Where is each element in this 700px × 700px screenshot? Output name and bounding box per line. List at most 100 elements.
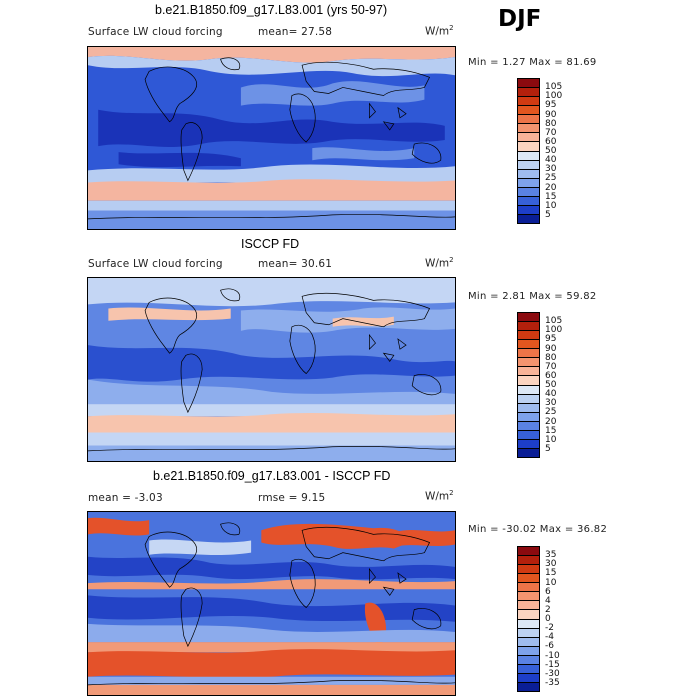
colorbar-swatch — [518, 412, 539, 422]
colorbar-swatch — [518, 439, 539, 449]
mean-value: mean= 27.58 — [258, 26, 333, 38]
colorbar-swatch — [518, 619, 539, 629]
colorbar-swatch — [518, 376, 539, 386]
colorbar-swatch — [518, 124, 539, 134]
colorbar-tick-label: 4 — [545, 595, 551, 606]
colorbar-swatch — [518, 196, 539, 206]
colorbar-swatch — [518, 421, 539, 431]
units-label: W/m2 — [425, 24, 454, 38]
colorbar-swatch — [518, 673, 539, 683]
colorbar-tick-label: 40 — [545, 155, 557, 166]
colorbar-swatch — [518, 151, 539, 161]
colorbar-tick-label: 70 — [545, 127, 557, 138]
colorbar-swatch — [518, 385, 539, 395]
colorbar-obs — [517, 312, 540, 458]
colorbar-swatch — [518, 214, 539, 223]
colorbar-swatch — [518, 565, 539, 575]
colorbar-tick-label: 35 — [545, 550, 557, 561]
colorbar-swatch — [518, 205, 539, 215]
colorbar-swatch — [518, 574, 539, 584]
colorbar-swatch — [518, 646, 539, 656]
colorbar-tick-label: 25 — [545, 407, 557, 418]
mean-value: mean = -3.03 — [88, 492, 163, 504]
colorbar-swatch — [518, 187, 539, 197]
units-label: W/m2 — [425, 256, 454, 270]
colorbar-swatch — [518, 448, 539, 457]
colorbar-tick-label: 100 — [545, 325, 563, 336]
colorbar-swatch — [518, 394, 539, 404]
map-difference — [87, 511, 456, 696]
colorbar-tick-label: 2 — [545, 604, 551, 615]
colorbar-tick-label: 100 — [545, 91, 563, 102]
min-max-text: Min = -30.02 Max = 36.82 — [468, 524, 608, 535]
colorbar-swatch — [518, 547, 539, 557]
colorbar-tick-label: -15 — [545, 659, 560, 670]
colorbar-tick-label: 30 — [545, 164, 557, 175]
colorbar-tick-label: 80 — [545, 352, 557, 363]
colorbar-diff — [517, 546, 540, 692]
colorbar-tick-label: -30 — [545, 668, 560, 679]
colorbar-swatch — [518, 592, 539, 602]
colorbar-tick-label: 5 — [545, 443, 551, 454]
colorbar-tick-label: -4 — [545, 632, 554, 643]
season-label: DJF — [498, 6, 542, 32]
colorbar-tick-label: 90 — [545, 109, 557, 120]
colorbar-tick-label: 95 — [545, 100, 557, 111]
colorbar-swatch — [518, 340, 539, 350]
colorbar-swatch — [518, 79, 539, 89]
colorbar-tick-label: -10 — [545, 650, 560, 661]
rmse-value: rmse = 9.15 — [258, 492, 326, 504]
colorbar-swatch — [518, 97, 539, 107]
colorbar-swatch — [518, 169, 539, 179]
field-label: Surface LW cloud forcing — [88, 258, 223, 270]
colorbar-tick-label: 40 — [545, 389, 557, 400]
colorbar-tick-label: 10 — [545, 577, 557, 588]
colorbar-tick-label: -6 — [545, 641, 554, 652]
colorbar-tick-label: -2 — [545, 623, 554, 634]
colorbar-swatch — [518, 349, 539, 359]
colorbar-tick-label: 15 — [545, 568, 557, 579]
colorbar-tick-label: 10 — [545, 200, 557, 211]
panel-title: ISCCP FD — [241, 237, 300, 251]
colorbar-swatch — [518, 664, 539, 674]
colorbar-tick-label: 6 — [545, 586, 551, 597]
map-model — [87, 46, 456, 230]
colorbar-swatch — [518, 106, 539, 116]
colorbar-tick-label: 15 — [545, 425, 557, 436]
colorbar-swatch — [518, 628, 539, 638]
colorbar-tick-label: 20 — [545, 416, 557, 427]
min-max-text: Min = 1.27 Max = 81.69 — [468, 57, 597, 68]
colorbar-tick-label: -35 — [545, 677, 560, 688]
colorbar-tick-label: 105 — [545, 316, 563, 327]
colorbar-tick-label: 70 — [545, 361, 557, 372]
colorbar-swatch — [518, 160, 539, 170]
colorbar-tick-label: 60 — [545, 136, 557, 147]
colorbar-swatch — [518, 133, 539, 143]
colorbar-swatch — [518, 322, 539, 332]
colorbar-tick-label: 0 — [545, 614, 551, 624]
colorbar-tick-label: 80 — [545, 118, 557, 129]
colorbar-tick-label: 50 — [545, 380, 557, 390]
colorbar-tick-label: 10 — [545, 434, 557, 445]
colorbar-swatch — [518, 331, 539, 341]
colorbar-tick-label: 90 — [545, 343, 557, 354]
panel-title: b.e21.B1850.f09_g17.L83.001 - ISCCP FD — [153, 469, 391, 483]
colorbar-swatch — [518, 637, 539, 647]
colorbar-swatch — [518, 115, 539, 125]
colorbar-tick-label: 105 — [545, 82, 563, 93]
colorbar-swatch — [518, 583, 539, 593]
units-label: W/m2 — [425, 489, 454, 503]
colorbar-swatch — [518, 313, 539, 323]
colorbar-swatch — [518, 142, 539, 152]
colorbar-swatch — [518, 655, 539, 665]
min-max-text: Min = 2.81 Max = 59.82 — [468, 291, 597, 302]
colorbar-swatch — [518, 601, 539, 611]
colorbar-tick-label: 50 — [545, 146, 557, 156]
colorbar-swatch — [518, 367, 539, 377]
colorbar-swatch — [518, 358, 539, 368]
colorbar-tick-label: 30 — [545, 398, 557, 409]
field-label: Surface LW cloud forcing — [88, 26, 223, 38]
colorbar-model — [517, 78, 540, 224]
colorbar-tick-label: 20 — [545, 182, 557, 193]
colorbar-swatch — [518, 610, 539, 620]
